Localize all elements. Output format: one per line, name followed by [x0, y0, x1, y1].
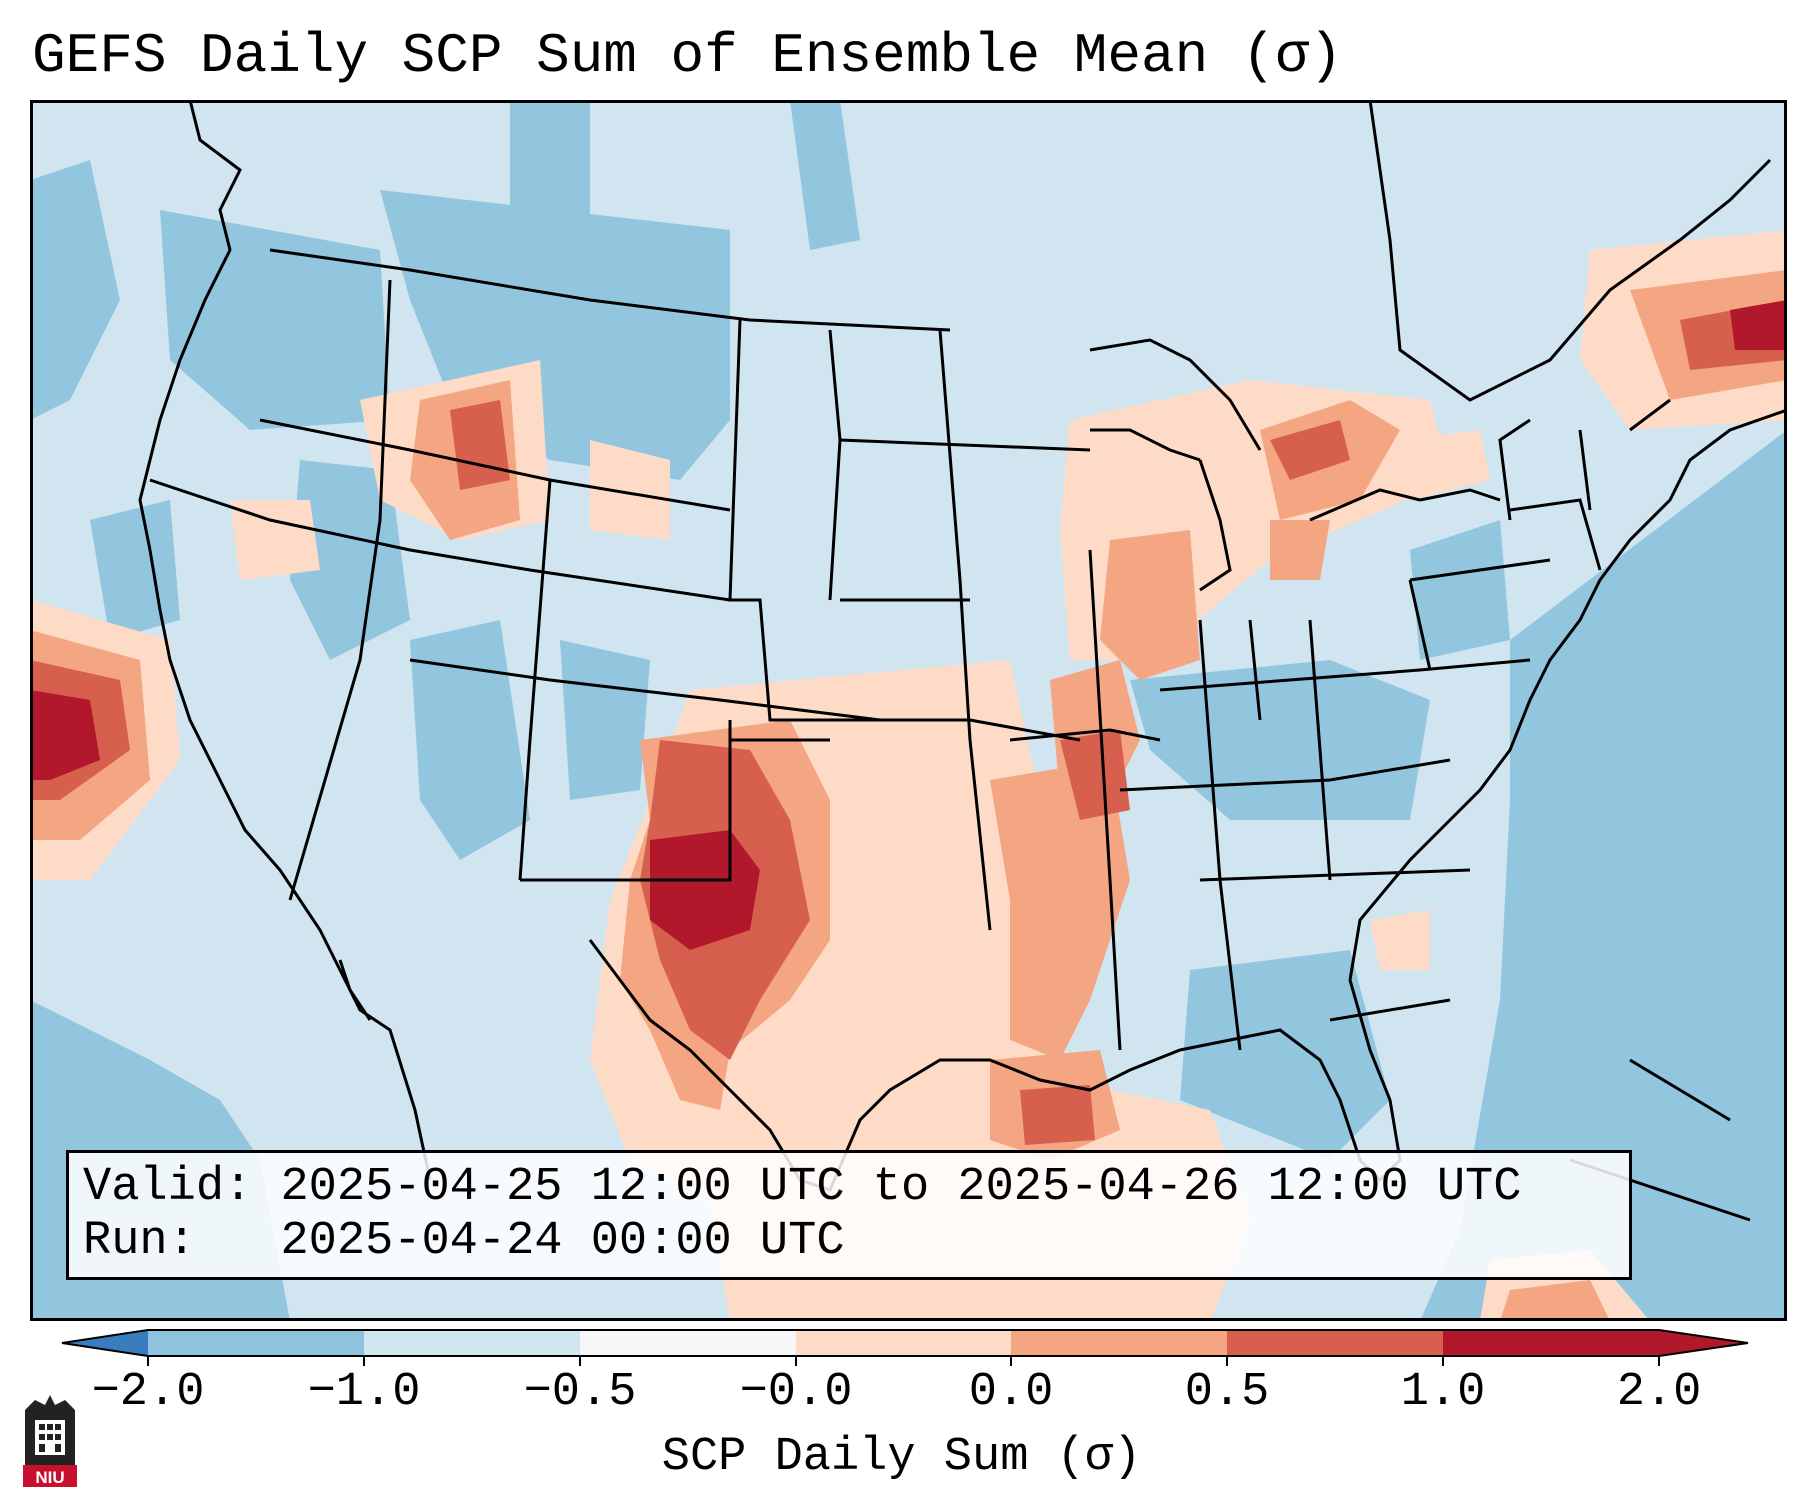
colorbar-tick-label: 2.0 [1616, 1366, 1702, 1419]
logo-text: NIU [35, 1468, 64, 1487]
colorbar-segment [580, 1330, 796, 1356]
valid-value: 2025-04-25 12:00 UTC to 2025-04-26 12:00… [280, 1161, 1522, 1214]
extreme-positive-regions [30, 300, 1787, 950]
run-row: Run: 2025-04-24 00:00 UTC [83, 1215, 1615, 1269]
valid-row: Valid: 2025-04-25 12:00 UTC to 2025-04-2… [83, 1161, 1615, 1215]
colorbar-tick-label: 0.5 [1184, 1366, 1270, 1419]
colorbar-tick-label: −2.0 [91, 1366, 205, 1419]
colorbar-tick-label: −1.0 [307, 1366, 421, 1419]
map-frame [30, 100, 1787, 1321]
info-box: Valid: 2025-04-25 12:00 UTC to 2025-04-2… [66, 1150, 1632, 1280]
colorbar-tick-label: −0.0 [739, 1366, 853, 1419]
niu-logo: NIU [23, 1395, 77, 1487]
colorbar-tick-label: −0.5 [523, 1366, 637, 1419]
valid-label: Valid: [83, 1161, 253, 1214]
colorbar-segment [796, 1330, 1011, 1356]
colorbar-label: SCP Daily Sum (σ) [661, 1431, 1142, 1484]
colorbar [61, 1329, 1749, 1366]
colorbar-tick-label: 0.0 [968, 1366, 1054, 1419]
colorbar-segment [1011, 1330, 1227, 1356]
chart-title: GEFS Daily SCP Sum of Ensemble Mean (σ) [32, 24, 1343, 88]
run-value: 2025-04-24 00:00 UTC [280, 1215, 845, 1268]
colorbar-extend-high [1659, 1330, 1748, 1356]
colorbar-segment [1227, 1330, 1443, 1356]
colorbar-segment [364, 1330, 580, 1356]
run-label: Run: [83, 1215, 196, 1268]
colorbar-tick-label: 1.0 [1400, 1366, 1486, 1419]
state-boundaries [138, 100, 1787, 1222]
map-panel [30, 100, 1787, 1321]
colorbar-segment [148, 1330, 364, 1356]
colorbar-extend-low [62, 1330, 148, 1356]
colorbar-segment [1443, 1330, 1659, 1356]
